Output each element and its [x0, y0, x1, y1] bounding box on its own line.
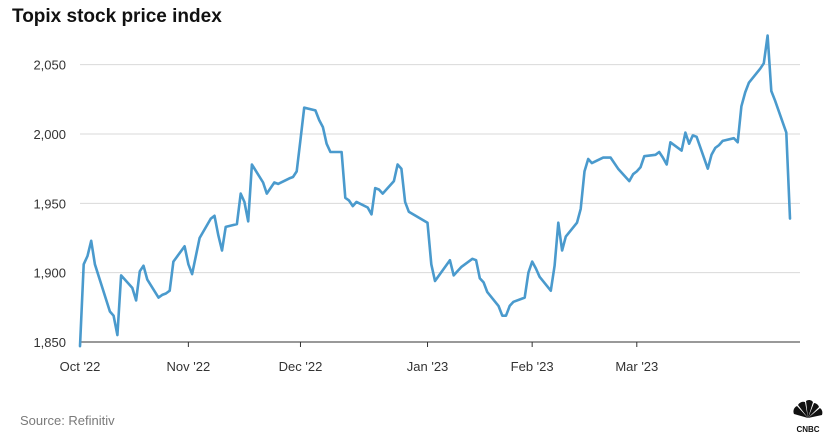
- y-tick-label: 2,050: [33, 58, 66, 73]
- cnbc-logo: CNBC: [793, 400, 823, 434]
- line-chart: 1,850 1,900 1,950 2,000 2,050 Oct '22 Nov '22 D…: [33, 34, 800, 374]
- x-tick-label: Dec '22: [279, 359, 323, 374]
- logo-wordmark: CNBC: [796, 425, 819, 434]
- x-tick-label: Nov '22: [167, 359, 211, 374]
- topix-series-line: [78, 34, 792, 348]
- x-tick-label: Oct '22: [60, 359, 101, 374]
- source-note: Source: Refinitiv: [20, 413, 115, 428]
- x-tick-label: Mar '23: [615, 359, 658, 374]
- chart-title: Topix stock price index: [12, 6, 222, 27]
- x-tick-label: Jan '23: [407, 359, 449, 374]
- y-tick-label: 2,000: [33, 127, 66, 142]
- y-tick-label: 1,950: [33, 196, 66, 211]
- x-tick-label: Feb '23: [511, 359, 554, 374]
- y-tick-label: 1,900: [33, 266, 66, 281]
- y-tick-label: 1,850: [33, 335, 66, 350]
